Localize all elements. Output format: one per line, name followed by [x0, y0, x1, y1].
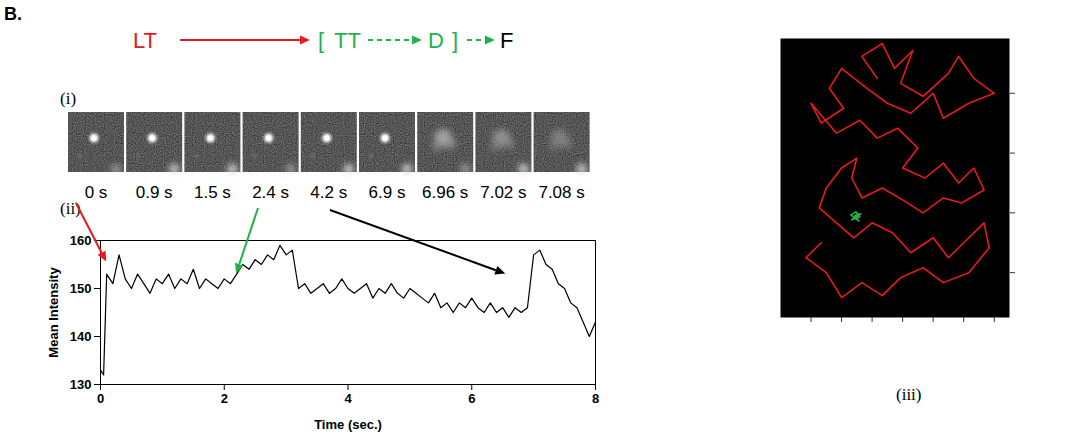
- svg-text:6.9 s: 6.9 s: [369, 183, 406, 202]
- svg-text:Mean Intensity: Mean Intensity: [46, 267, 61, 358]
- svg-text:0 s: 0 s: [85, 183, 108, 202]
- svg-text:2: 2: [221, 391, 228, 406]
- svg-text:4.2 s: 4.2 s: [310, 183, 347, 202]
- svg-text:TT: TT: [334, 28, 361, 53]
- svg-text:]: ]: [452, 28, 458, 53]
- svg-text:2.4 s: 2.4 s: [252, 183, 289, 202]
- svg-text:7.08 s: 7.08 s: [538, 183, 584, 202]
- svg-text:Time (sec.): Time (sec.): [314, 417, 382, 432]
- svg-text:B.: B.: [4, 4, 22, 24]
- svg-text:LT: LT: [133, 28, 157, 53]
- svg-text:4: 4: [344, 391, 352, 406]
- svg-text:6: 6: [468, 391, 475, 406]
- svg-text:8: 8: [592, 391, 599, 406]
- svg-text:[: [: [318, 28, 324, 53]
- svg-text:7.02 s: 7.02 s: [480, 183, 526, 202]
- svg-text:1.5 s: 1.5 s: [194, 183, 231, 202]
- svg-text:0: 0: [97, 391, 104, 406]
- svg-text:6.96 s: 6.96 s: [422, 183, 468, 202]
- svg-text:0.9 s: 0.9 s: [136, 183, 173, 202]
- svg-text:160: 160: [70, 233, 92, 248]
- svg-text:(ii): (ii): [60, 199, 81, 218]
- svg-text:F: F: [500, 28, 513, 53]
- svg-text:D: D: [428, 28, 444, 53]
- svg-text:130: 130: [70, 377, 92, 392]
- svg-text:150: 150: [70, 281, 92, 296]
- svg-text:140: 140: [70, 329, 92, 344]
- svg-text:(iii): (iii): [896, 385, 922, 404]
- svg-text:(i): (i): [60, 89, 76, 108]
